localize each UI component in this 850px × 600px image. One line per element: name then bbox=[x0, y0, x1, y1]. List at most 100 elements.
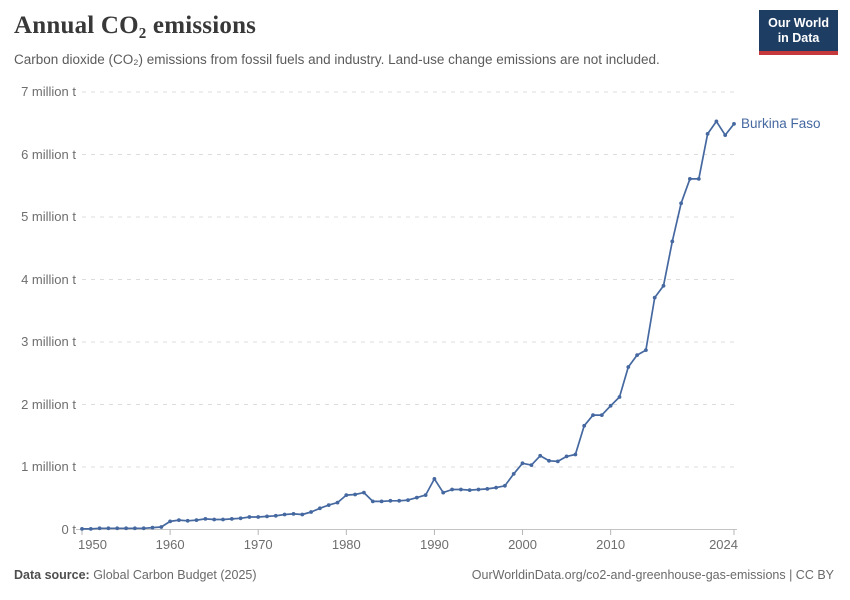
data-point-marker[interactable] bbox=[256, 515, 261, 519]
data-point-marker[interactable] bbox=[133, 526, 137, 531]
data-point-marker[interactable] bbox=[150, 525, 155, 530]
x-tick-label: 1960 bbox=[155, 537, 185, 552]
data-point-marker[interactable] bbox=[318, 506, 322, 511]
data-point-marker[interactable] bbox=[370, 499, 375, 504]
data-point-marker[interactable] bbox=[344, 493, 349, 497]
data-point-marker[interactable] bbox=[450, 487, 454, 492]
data-point-marker[interactable] bbox=[159, 525, 164, 529]
data-point-marker[interactable] bbox=[115, 526, 120, 531]
y-tick-label: 6 million t bbox=[21, 146, 76, 162]
data-point-marker[interactable] bbox=[88, 527, 93, 531]
data-point-marker[interactable] bbox=[423, 493, 428, 497]
data-point-marker[interactable] bbox=[80, 527, 84, 531]
data-point-marker[interactable] bbox=[309, 510, 313, 514]
y-tick-label: 7 million t bbox=[21, 84, 76, 99]
data-point-marker[interactable] bbox=[696, 177, 701, 181]
data-point-marker[interactable] bbox=[591, 413, 595, 417]
data-point-marker[interactable] bbox=[229, 517, 234, 521]
y-tick-label: 2 million t bbox=[21, 396, 76, 412]
owid-logo-line2: in Data bbox=[777, 31, 820, 45]
data-point-marker[interactable] bbox=[282, 512, 287, 517]
data-point-marker[interactable] bbox=[397, 498, 402, 503]
data-point-marker[interactable] bbox=[124, 526, 128, 531]
series-entity-label: Burkina Faso bbox=[741, 115, 821, 131]
data-point-marker[interactable] bbox=[723, 133, 728, 138]
data-point-marker[interactable] bbox=[617, 395, 622, 399]
data-point-marker[interactable] bbox=[520, 461, 525, 466]
data-point-marker[interactable] bbox=[273, 513, 278, 518]
data-point-marker[interactable] bbox=[388, 498, 393, 503]
data-point-marker[interactable] bbox=[247, 515, 252, 519]
data-point-marker[interactable] bbox=[265, 514, 269, 519]
data-point-marker[interactable] bbox=[432, 477, 437, 481]
data-point-marker[interactable] bbox=[353, 492, 357, 497]
data-point-marker[interactable] bbox=[414, 495, 419, 500]
data-point-marker[interactable] bbox=[679, 201, 683, 206]
chart-subtitle: Carbon dioxide (CO₂) emissions from foss… bbox=[14, 52, 660, 67]
data-point-marker[interactable] bbox=[511, 472, 516, 476]
data-point-marker[interactable] bbox=[97, 526, 102, 531]
y-tick-label: 0 t bbox=[61, 521, 76, 537]
data-point-marker[interactable] bbox=[485, 487, 490, 491]
y-tick-label: 1 million t bbox=[21, 459, 76, 474]
data-point-marker[interactable] bbox=[300, 512, 305, 517]
data-point-marker[interactable] bbox=[529, 463, 534, 467]
data-point-marker[interactable] bbox=[599, 413, 604, 417]
data-point-marker[interactable] bbox=[661, 283, 666, 288]
data-point-marker[interactable] bbox=[503, 483, 507, 488]
y-tick-label: 5 million t bbox=[21, 209, 76, 224]
data-source-note: Data source: Global Carbon Budget (2025) bbox=[14, 568, 257, 582]
data-point-marker[interactable] bbox=[238, 516, 243, 521]
data-point-marker[interactable] bbox=[203, 517, 208, 521]
data-point-marker[interactable] bbox=[168, 519, 173, 524]
x-tick-label: 2024 bbox=[709, 537, 738, 552]
data-point-marker[interactable] bbox=[688, 177, 692, 181]
data-point-marker[interactable] bbox=[705, 132, 710, 136]
data-point-marker[interactable] bbox=[177, 518, 181, 522]
data-point-marker[interactable] bbox=[379, 499, 384, 504]
x-tick-label: 2010 bbox=[596, 537, 626, 552]
x-tick-label: 1950 bbox=[78, 537, 107, 552]
x-tick-label: 1980 bbox=[331, 537, 361, 552]
owid-url-license-link[interactable]: OurWorldinData.org/co2-and-greenhouse-ga… bbox=[471, 568, 834, 582]
data-point-marker[interactable] bbox=[194, 518, 199, 522]
data-point-marker[interactable] bbox=[185, 518, 190, 523]
data-point-marker[interactable] bbox=[582, 423, 587, 428]
data-point-marker[interactable] bbox=[335, 500, 340, 505]
data-point-marker[interactable] bbox=[467, 488, 472, 492]
data-point-marker[interactable] bbox=[547, 458, 551, 463]
data-point-marker[interactable] bbox=[714, 119, 719, 124]
emissions-line[interactable] bbox=[81, 120, 735, 530]
data-point-marker[interactable] bbox=[141, 526, 146, 531]
data-point-marker[interactable] bbox=[441, 490, 446, 495]
x-tick-label: 1970 bbox=[243, 537, 273, 552]
y-tick-label: 3 million t bbox=[21, 334, 76, 349]
data-point-marker[interactable] bbox=[362, 490, 366, 495]
data-point-marker[interactable] bbox=[564, 454, 569, 459]
data-source-label: Data source: bbox=[14, 568, 90, 582]
data-point-marker[interactable] bbox=[459, 487, 463, 492]
data-point-marker[interactable] bbox=[555, 459, 560, 464]
data-point-marker[interactable] bbox=[652, 295, 657, 300]
data-point-marker[interactable] bbox=[538, 453, 543, 458]
data-point-marker[interactable] bbox=[573, 452, 578, 457]
data-point-marker[interactable] bbox=[106, 526, 111, 531]
data-point-marker[interactable] bbox=[212, 517, 217, 522]
data-point-marker[interactable] bbox=[406, 498, 410, 502]
data-point-marker[interactable] bbox=[291, 512, 296, 516]
data-point-marker[interactable] bbox=[732, 122, 736, 126]
data-point-marker[interactable] bbox=[221, 517, 225, 522]
data-point-marker[interactable] bbox=[670, 239, 675, 244]
data-point-marker[interactable] bbox=[494, 485, 498, 490]
data-point-marker[interactable] bbox=[476, 487, 481, 492]
data-point-marker[interactable] bbox=[326, 503, 331, 507]
owid-logo[interactable]: Our World in Data bbox=[759, 10, 838, 55]
owid-logo-line1: Our World bbox=[768, 16, 829, 30]
data-point-marker[interactable] bbox=[635, 353, 639, 357]
data-point-marker[interactable] bbox=[608, 403, 613, 408]
data-source-text: Global Carbon Budget (2025) bbox=[89, 568, 257, 582]
data-point-marker[interactable] bbox=[626, 365, 631, 369]
data-point-marker[interactable] bbox=[644, 348, 648, 352]
